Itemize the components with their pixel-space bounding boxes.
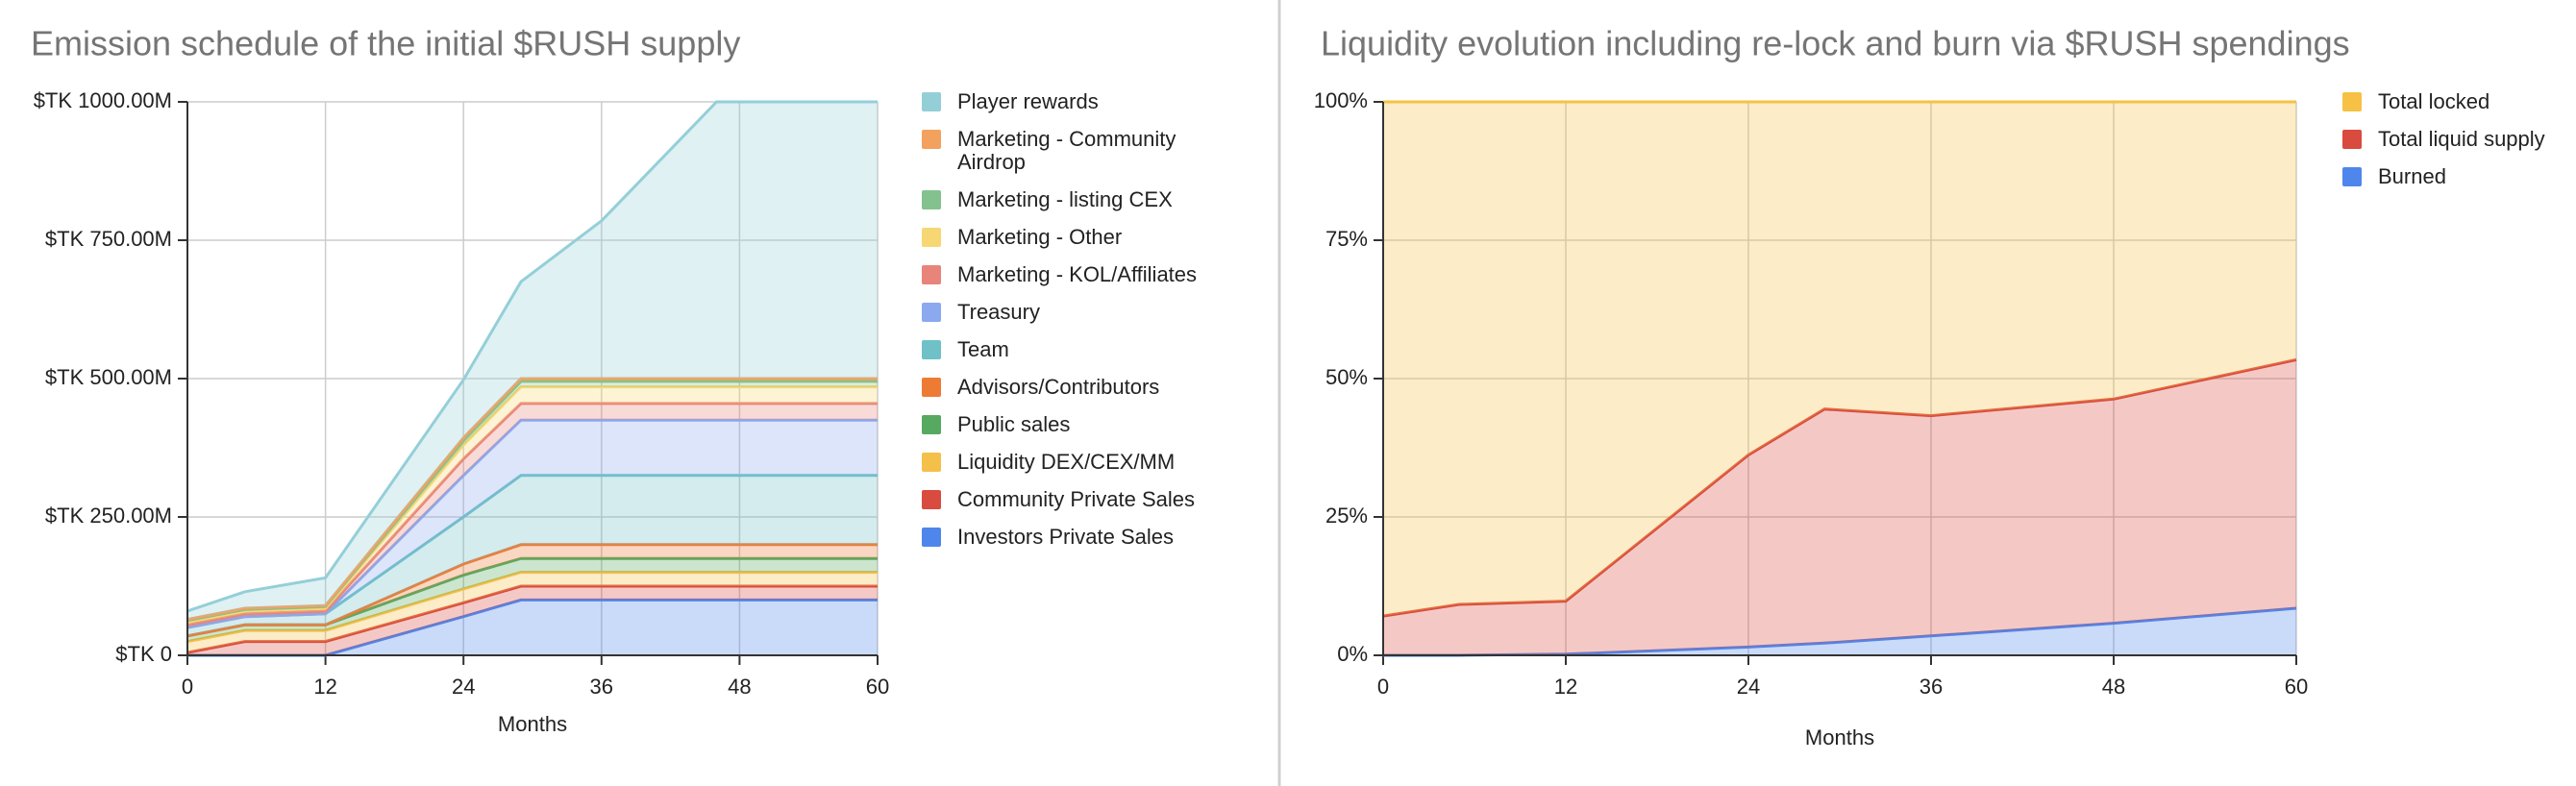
- legend-item: Burned: [2342, 165, 2564, 188]
- y-tick-label: $TK 0: [115, 642, 172, 666]
- y-tick-label: 75%: [1325, 227, 1368, 251]
- legend-label: Total locked: [2378, 89, 2490, 113]
- area-line: [186, 377, 878, 622]
- legend-swatch: [922, 303, 941, 322]
- legend-label: Player rewards: [957, 89, 1099, 113]
- legend-label: Total liquid supply: [2378, 127, 2545, 151]
- legend-item: Marketing - Other: [922, 226, 1201, 249]
- x-tick-label: 48: [2102, 675, 2125, 699]
- area-line: [186, 385, 878, 624]
- chart-title: Liquidity evolution including re-lock an…: [1321, 24, 2350, 63]
- area: [187, 475, 878, 636]
- area: [1383, 608, 2296, 655]
- x-tick-label: 48: [728, 675, 751, 699]
- x-axis-label: Months: [1805, 725, 1874, 749]
- area: [187, 558, 878, 642]
- legend: Player rewards Marketing - Community Aird…: [922, 90, 1201, 563]
- area: [187, 572, 878, 653]
- legend-item: Team: [922, 338, 1201, 361]
- x-axis-label: Months: [498, 712, 567, 736]
- area: [1383, 359, 2296, 655]
- legend-item: Public sales: [922, 413, 1201, 436]
- area-line: [186, 571, 878, 644]
- x-tick-label: 60: [866, 675, 889, 699]
- area-line: [1382, 357, 2297, 618]
- legend-label: Marketing - Other: [957, 225, 1123, 249]
- area-line: [186, 402, 878, 626]
- legend-swatch: [922, 228, 941, 247]
- x-tick-label: 36: [1920, 675, 1943, 699]
- x-tick-label: 24: [452, 675, 475, 699]
- x-tick-label: 60: [2285, 675, 2308, 699]
- legend-label: Investors Private Sales: [957, 525, 1174, 549]
- legend-swatch: [2342, 130, 2362, 149]
- x-tick-label: 12: [313, 675, 336, 699]
- area: [187, 600, 878, 655]
- legend-item: Liquidity DEX/CEX/MM: [922, 451, 1201, 474]
- x-tick-label: 24: [1737, 675, 1760, 699]
- legend-item: Treasury: [922, 301, 1201, 324]
- legend-label: Marketing - Community Airdrop: [957, 127, 1177, 174]
- x-tick-label: 0: [182, 675, 193, 699]
- area: [187, 544, 878, 636]
- legend-swatch: [922, 528, 941, 547]
- legend-item: Marketing - Community Airdrop: [922, 128, 1201, 174]
- legend-label: Marketing - listing CEX: [957, 187, 1173, 211]
- legend-item: Total locked: [2342, 90, 2564, 113]
- legend-item: Advisors/Contributors: [922, 376, 1201, 399]
- legend-label: Team: [957, 337, 1009, 361]
- y-tick-label: 100%: [1314, 88, 1368, 112]
- legend-swatch: [922, 490, 941, 509]
- legend-label: Advisors/Contributors: [957, 375, 1160, 399]
- y-tick-label: 0%: [1337, 642, 1368, 666]
- legend-swatch: [922, 265, 941, 284]
- y-tick-label: $TK 750.00M: [45, 227, 172, 251]
- legend-item: Total liquid supply: [2342, 128, 2564, 151]
- legend-swatch: [922, 190, 941, 209]
- legend-swatch: [922, 130, 941, 149]
- legend-label: Burned: [2378, 164, 2446, 188]
- legend-label: Community Private Sales: [957, 487, 1195, 511]
- y-tick-label: 25%: [1325, 504, 1368, 528]
- area-line: [186, 584, 878, 654]
- legend-swatch: [922, 340, 941, 359]
- legend-label: Public sales: [957, 412, 1071, 436]
- area-line: [186, 543, 878, 638]
- legend-swatch: [922, 453, 941, 472]
- legend-swatch: [2342, 167, 2362, 186]
- legend-item: Community Private Sales: [922, 488, 1201, 511]
- area: [1383, 102, 2296, 617]
- area: [187, 420, 878, 628]
- area-line: [186, 418, 878, 629]
- y-tick-label: $TK 500.00M: [45, 365, 172, 389]
- legend-swatch: [2342, 92, 2362, 111]
- legend-swatch: [922, 378, 941, 397]
- chart-title: Emission schedule of the initial $RUSH s…: [31, 24, 740, 63]
- legend-label: Liquidity DEX/CEX/MM: [957, 450, 1176, 474]
- legend-swatch: [922, 92, 941, 111]
- y-tick-label: $TK 250.00M: [45, 504, 172, 528]
- x-tick-label: 0: [1377, 675, 1389, 699]
- legend-item: Player rewards: [922, 90, 1201, 113]
- legend-label: Marketing - KOL/Affiliates: [957, 262, 1198, 286]
- x-tick-label: 36: [590, 675, 613, 699]
- area: [187, 102, 878, 620]
- legend-item: Marketing - KOL/Affiliates: [922, 263, 1201, 286]
- y-tick-label: $TK 1000.00M: [34, 88, 172, 112]
- legend: Total locked Total liquid supply Burned: [2342, 90, 2564, 203]
- legend-item: Marketing - listing CEX: [922, 188, 1201, 211]
- x-tick-label: 12: [1554, 675, 1577, 699]
- area-line: [186, 100, 878, 613]
- y-tick-label: 50%: [1325, 365, 1368, 389]
- legend-item: Investors Private Sales: [922, 526, 1201, 549]
- legend-swatch: [922, 415, 941, 434]
- area: [187, 586, 878, 655]
- legend-label: Treasury: [957, 300, 1040, 324]
